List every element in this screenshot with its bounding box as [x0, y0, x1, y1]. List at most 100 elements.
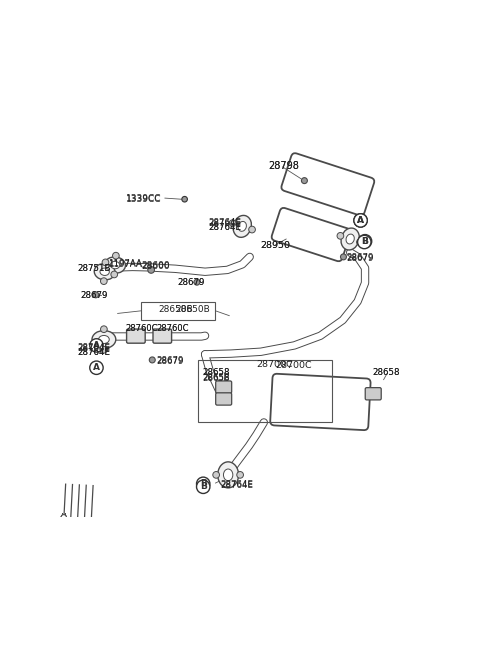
Circle shape — [54, 515, 59, 520]
FancyBboxPatch shape — [281, 154, 374, 216]
Bar — [198, 360, 332, 422]
Text: 28679: 28679 — [177, 278, 204, 287]
Ellipse shape — [346, 234, 354, 244]
Text: 28798: 28798 — [268, 161, 299, 171]
Text: 28760C: 28760C — [156, 324, 189, 333]
FancyBboxPatch shape — [216, 393, 232, 405]
Text: B: B — [200, 482, 207, 491]
Circle shape — [237, 472, 243, 478]
Text: 28764E: 28764E — [220, 481, 253, 490]
Text: 28764E: 28764E — [209, 223, 242, 232]
Circle shape — [213, 472, 219, 478]
Text: 28798: 28798 — [268, 161, 299, 171]
Text: 28679: 28679 — [347, 253, 374, 262]
Circle shape — [54, 515, 59, 520]
Text: 28700C: 28700C — [275, 361, 312, 370]
FancyBboxPatch shape — [153, 329, 172, 343]
FancyBboxPatch shape — [127, 329, 145, 343]
Text: A: A — [93, 341, 100, 350]
Text: 28760C: 28760C — [125, 324, 157, 333]
Text: B: B — [200, 480, 207, 488]
Text: 28600: 28600 — [141, 262, 170, 271]
Text: 28751B: 28751B — [78, 264, 111, 274]
Text: A: A — [357, 216, 364, 225]
Text: 28700C: 28700C — [257, 360, 293, 369]
Circle shape — [354, 214, 367, 227]
Circle shape — [102, 259, 109, 266]
Circle shape — [90, 338, 103, 352]
Text: 1197AA: 1197AA — [108, 260, 142, 269]
Circle shape — [182, 196, 187, 202]
Text: 1339CC: 1339CC — [126, 194, 162, 203]
FancyBboxPatch shape — [270, 374, 371, 430]
Ellipse shape — [94, 264, 115, 280]
Text: A: A — [357, 216, 364, 225]
Text: 28679: 28679 — [156, 357, 184, 365]
FancyBboxPatch shape — [216, 381, 232, 393]
Text: 28764E: 28764E — [78, 343, 111, 352]
Circle shape — [100, 277, 107, 285]
FancyBboxPatch shape — [365, 388, 381, 400]
Text: 28764E: 28764E — [78, 344, 111, 352]
Circle shape — [149, 357, 155, 363]
Circle shape — [100, 346, 107, 353]
Text: 28650B: 28650B — [158, 305, 192, 314]
Circle shape — [337, 232, 344, 239]
Bar — [141, 302, 216, 320]
Text: 28650B: 28650B — [175, 305, 210, 314]
Text: 1339CC: 1339CC — [126, 195, 162, 204]
Text: 28679: 28679 — [347, 255, 374, 263]
Text: 28658: 28658 — [202, 368, 229, 377]
Text: 28764E: 28764E — [209, 219, 242, 228]
Text: 28760C: 28760C — [125, 324, 157, 333]
Circle shape — [359, 235, 372, 248]
Circle shape — [112, 253, 119, 259]
Circle shape — [358, 236, 371, 249]
Circle shape — [61, 515, 66, 520]
Text: B: B — [361, 237, 368, 247]
Circle shape — [148, 266, 155, 274]
Text: 28679: 28679 — [81, 291, 108, 300]
Text: 28764E: 28764E — [78, 348, 111, 358]
Ellipse shape — [105, 257, 125, 274]
Circle shape — [340, 254, 347, 260]
Text: 28679: 28679 — [81, 291, 108, 300]
Circle shape — [61, 515, 66, 520]
Circle shape — [354, 214, 367, 227]
Circle shape — [100, 326, 107, 333]
Text: B: B — [361, 237, 369, 246]
Text: 1197AA: 1197AA — [108, 259, 142, 268]
Ellipse shape — [100, 268, 109, 276]
Ellipse shape — [218, 462, 239, 488]
Text: 28658: 28658 — [372, 368, 400, 377]
Text: 28600: 28600 — [141, 261, 170, 270]
Text: 28658: 28658 — [202, 373, 229, 382]
Text: 28679: 28679 — [177, 277, 204, 287]
Text: A: A — [93, 363, 100, 372]
Text: 28658: 28658 — [202, 369, 229, 377]
Text: 28764E: 28764E — [209, 218, 242, 227]
Text: 28950: 28950 — [260, 241, 290, 250]
Text: 28764E: 28764E — [78, 348, 111, 357]
Ellipse shape — [238, 222, 246, 232]
Text: 28658: 28658 — [202, 374, 229, 383]
Circle shape — [196, 480, 210, 493]
Ellipse shape — [110, 261, 120, 269]
Circle shape — [196, 477, 210, 491]
Circle shape — [229, 220, 236, 226]
Circle shape — [249, 226, 255, 233]
Circle shape — [111, 271, 118, 277]
Ellipse shape — [341, 228, 360, 250]
Circle shape — [194, 279, 200, 285]
Text: 28751B: 28751B — [78, 264, 111, 272]
Ellipse shape — [98, 335, 109, 344]
Ellipse shape — [233, 215, 252, 237]
Text: 28760C: 28760C — [156, 324, 189, 333]
Ellipse shape — [224, 469, 233, 481]
Text: 28950: 28950 — [260, 241, 290, 250]
Text: 28679: 28679 — [156, 356, 184, 365]
FancyBboxPatch shape — [272, 208, 350, 261]
Ellipse shape — [92, 331, 116, 348]
Text: 28658: 28658 — [372, 369, 400, 377]
Circle shape — [90, 361, 103, 375]
